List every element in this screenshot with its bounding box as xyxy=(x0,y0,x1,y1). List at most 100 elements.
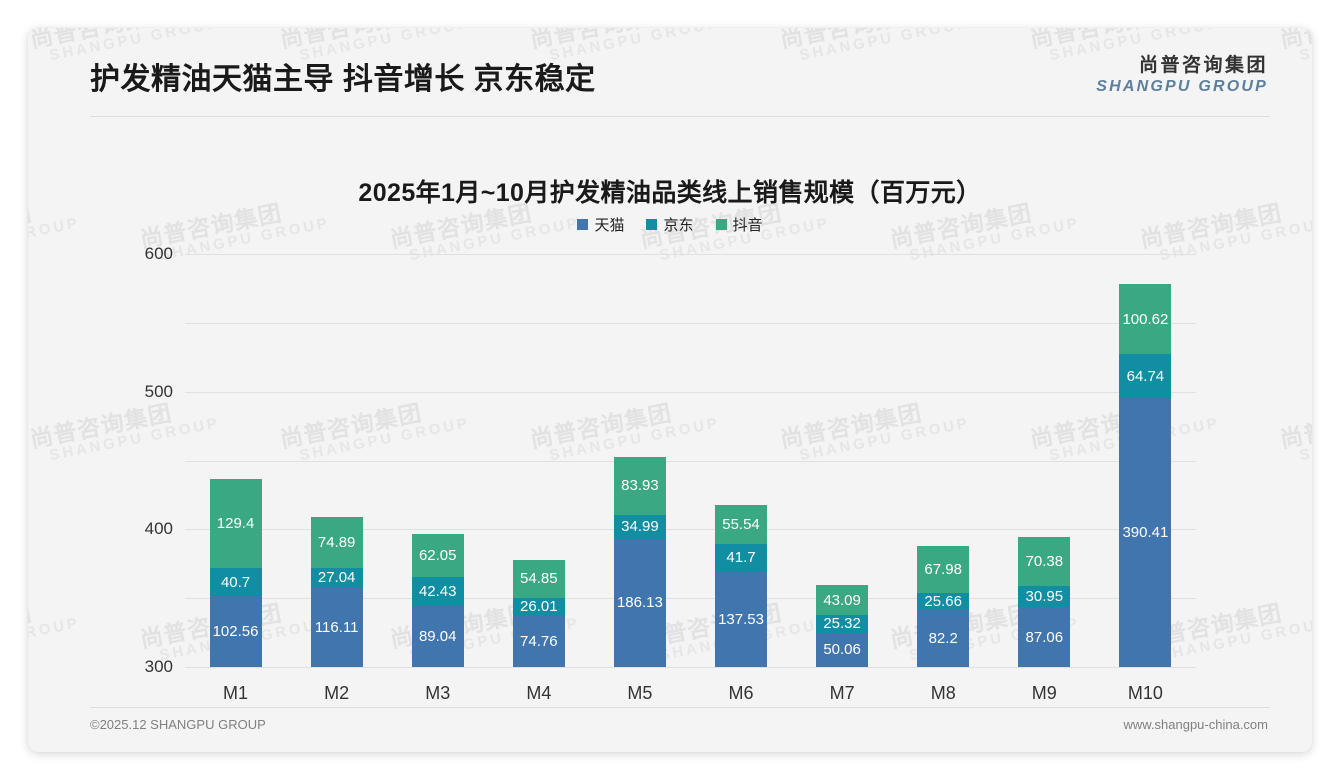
bar-group-M4[interactable]: 54.85 26.01 74.76 M4 xyxy=(512,254,565,703)
bar-segment-京东-M2[interactable]: 27.04 xyxy=(310,568,363,588)
bar-value-label: 64.74 xyxy=(1126,367,1165,385)
x-axis-tick-label: M3 xyxy=(425,683,451,703)
x-axis-tick-label: M9 xyxy=(1031,683,1057,703)
bar-value-label: 129.4 xyxy=(216,515,255,533)
bar-segment-抖音-M3[interactable]: 62.05 xyxy=(411,533,464,577)
chart-bars: 129.4 40.7 102.56 M1 74.89 27.04 116.11 M2 62.05… xyxy=(185,254,1196,703)
x-axis-tick-label: M1 xyxy=(223,683,249,703)
legend-item-抖音[interactable]: 抖音 xyxy=(715,214,763,235)
bar-group-M5[interactable]: 83.93 34.99 186.13 M5 xyxy=(613,254,666,703)
bar-segment-抖音-M9[interactable]: 70.38 xyxy=(1018,537,1071,586)
bar-segment-天猫-M6[interactable]: 137.53 xyxy=(715,572,768,667)
legend-swatch-icon xyxy=(715,219,727,230)
bar-segment-抖音-M5[interactable]: 83.93 xyxy=(613,457,666,515)
bar-group-M6[interactable]: 55.54 41.7 137.53 M6 xyxy=(715,254,768,703)
bar-segment-天猫-M4[interactable]: 74.76 xyxy=(512,615,565,667)
bar-value-label: 25.32 xyxy=(823,615,861,633)
bar-value-label: 74.76 xyxy=(520,632,558,650)
bar-value-label: 55.54 xyxy=(722,516,760,534)
gridline: 600 xyxy=(145,244,1196,263)
bar-segment-京东-M7[interactable]: 25.32 xyxy=(816,615,869,633)
x-axis-tick-label: M7 xyxy=(829,683,855,703)
y-axis-tick-label: 300 xyxy=(144,657,173,676)
gridline: 300 xyxy=(145,460,1196,676)
footer-website: www.shangpu-china.com xyxy=(1123,717,1268,732)
gridline: 0 xyxy=(185,667,1196,668)
header-divider xyxy=(90,116,1270,117)
bar-group-M7[interactable]: 43.09 25.32 50.06 M7 xyxy=(816,254,869,703)
bar-value-label: 42.43 xyxy=(418,582,457,600)
bar-value-label: 89.04 xyxy=(418,627,457,645)
bar-segment-天猫-M8[interactable]: 82.2 xyxy=(917,610,970,667)
bar-segment-京东-M8[interactable]: 25.66 xyxy=(917,592,970,611)
gridline: 500 xyxy=(145,322,1196,401)
bar-segment-天猫-M5[interactable]: 186.13 xyxy=(613,538,666,667)
bar-segment-抖音-M7[interactable]: 43.09 xyxy=(816,585,869,616)
slide-header: 护发精油天猫主导 抖音增长 京东稳定 尚普咨询集团 SHANGPU GROUP xyxy=(28,28,1312,116)
bar-group-M1[interactable]: 129.4 40.7 102.56 M1 xyxy=(209,254,262,703)
bar-segment-抖音-M8[interactable]: 67.98 xyxy=(917,545,970,593)
bar-value-label: 100.62 xyxy=(1122,310,1169,328)
bar-segment-天猫-M10[interactable]: 390.41 xyxy=(1119,398,1172,667)
bar-value-label: 102.56 xyxy=(212,623,259,641)
bar-segment-京东-M10[interactable]: 64.74 xyxy=(1119,353,1172,399)
chart-title: 2025年1月~10月护发精油品类线上销售规模（百万元） xyxy=(358,179,982,207)
bar-segment-抖音-M10[interactable]: 100.62 xyxy=(1119,284,1172,354)
legend-swatch-icon xyxy=(646,219,658,230)
bar-segment-京东-M3[interactable]: 42.43 xyxy=(411,576,464,606)
bar-segment-天猫-M1[interactable]: 102.56 xyxy=(209,596,262,667)
chart-area: 600 500 400 300 200 100 0 129.4 40.7 102.56 M1 74.… xyxy=(145,244,1196,703)
bar-segment-京东-M5[interactable]: 34.99 xyxy=(613,514,666,539)
brand-logo: 尚普咨询集团 SHANGPU GROUP xyxy=(1096,55,1268,95)
x-axis-tick-label: M2 xyxy=(324,683,350,703)
bar-segment-天猫-M7[interactable]: 50.06 xyxy=(816,632,869,667)
bar-value-label: 62.05 xyxy=(418,546,457,564)
bar-value-label: 40.7 xyxy=(220,573,251,591)
bar-segment-抖音-M1[interactable]: 129.4 xyxy=(209,479,262,569)
bar-group-M3[interactable]: 62.05 42.43 89.04 M3 xyxy=(411,254,464,703)
legend-label: 天猫 xyxy=(594,217,625,234)
bar-group-M8[interactable]: 67.98 25.66 82.2 M8 xyxy=(917,254,970,703)
x-axis-tick-label: M5 xyxy=(627,683,653,703)
bar-value-label: 116.11 xyxy=(314,618,359,636)
bar-value-label: 390.41 xyxy=(1122,524,1169,542)
x-axis-tick-label: M4 xyxy=(526,683,552,703)
bar-value-label: 87.06 xyxy=(1025,628,1064,646)
bar-group-M9[interactable]: 70.38 30.95 87.06 M9 xyxy=(1018,254,1071,703)
page-title: 护发精油天猫主导 抖音增长 京东稳定 xyxy=(90,63,596,96)
bar-segment-京东-M6[interactable]: 41.7 xyxy=(715,543,768,573)
chart-legend: 天猫 京东 抖音 xyxy=(28,214,1312,235)
bar-segment-京东-M1[interactable]: 40.7 xyxy=(209,568,262,597)
bar-group-M2[interactable]: 74.89 27.04 116.11 M2 xyxy=(310,254,363,703)
bar-segment-抖音-M6[interactable]: 55.54 xyxy=(715,505,768,544)
bar-group-M10[interactable]: 100.62 64.74 390.41 M10 xyxy=(1119,254,1172,703)
bar-value-label: 30.95 xyxy=(1025,587,1064,605)
bar-segment-天猫-M3[interactable]: 89.04 xyxy=(411,605,464,667)
bar-segment-天猫-M9[interactable]: 87.06 xyxy=(1018,607,1071,667)
brand-logo-cn: 尚普咨询集团 xyxy=(1138,55,1268,76)
bar-segment-京东-M9[interactable]: 30.95 xyxy=(1018,585,1071,608)
bar-value-label: 26.01 xyxy=(520,598,558,616)
bar-value-label: 82.2 xyxy=(928,630,958,648)
legend-swatch-icon xyxy=(577,219,589,230)
gridline: 200 xyxy=(185,529,1196,531)
y-axis-tick-label: 400 xyxy=(144,519,173,539)
legend-label: 抖音 xyxy=(732,217,763,234)
bar-segment-抖音-M4[interactable]: 54.85 xyxy=(512,559,565,598)
bar-value-label: 41.7 xyxy=(726,549,756,567)
legend-item-天猫[interactable]: 天猫 xyxy=(577,214,624,235)
footer-divider xyxy=(90,707,1270,708)
legend-item-京东[interactable]: 京东 xyxy=(646,214,694,235)
bar-segment-京东-M4[interactable]: 26.01 xyxy=(512,597,565,616)
bar-segment-天猫-M2[interactable]: 116.11 xyxy=(310,587,363,667)
gridline: 100 xyxy=(185,598,1196,600)
footer-copyright: ©2025.12 SHANGPU GROUP xyxy=(90,717,266,732)
bar-segment-抖音-M2[interactable]: 74.89 xyxy=(310,516,363,569)
bar-value-label: 50.06 xyxy=(823,641,861,659)
bar-value-label: 137.53 xyxy=(718,611,764,629)
bar-value-label: 27.04 xyxy=(317,569,356,587)
x-axis-tick-label: M10 xyxy=(1127,683,1163,703)
bar-value-label: 70.38 xyxy=(1025,553,1064,571)
